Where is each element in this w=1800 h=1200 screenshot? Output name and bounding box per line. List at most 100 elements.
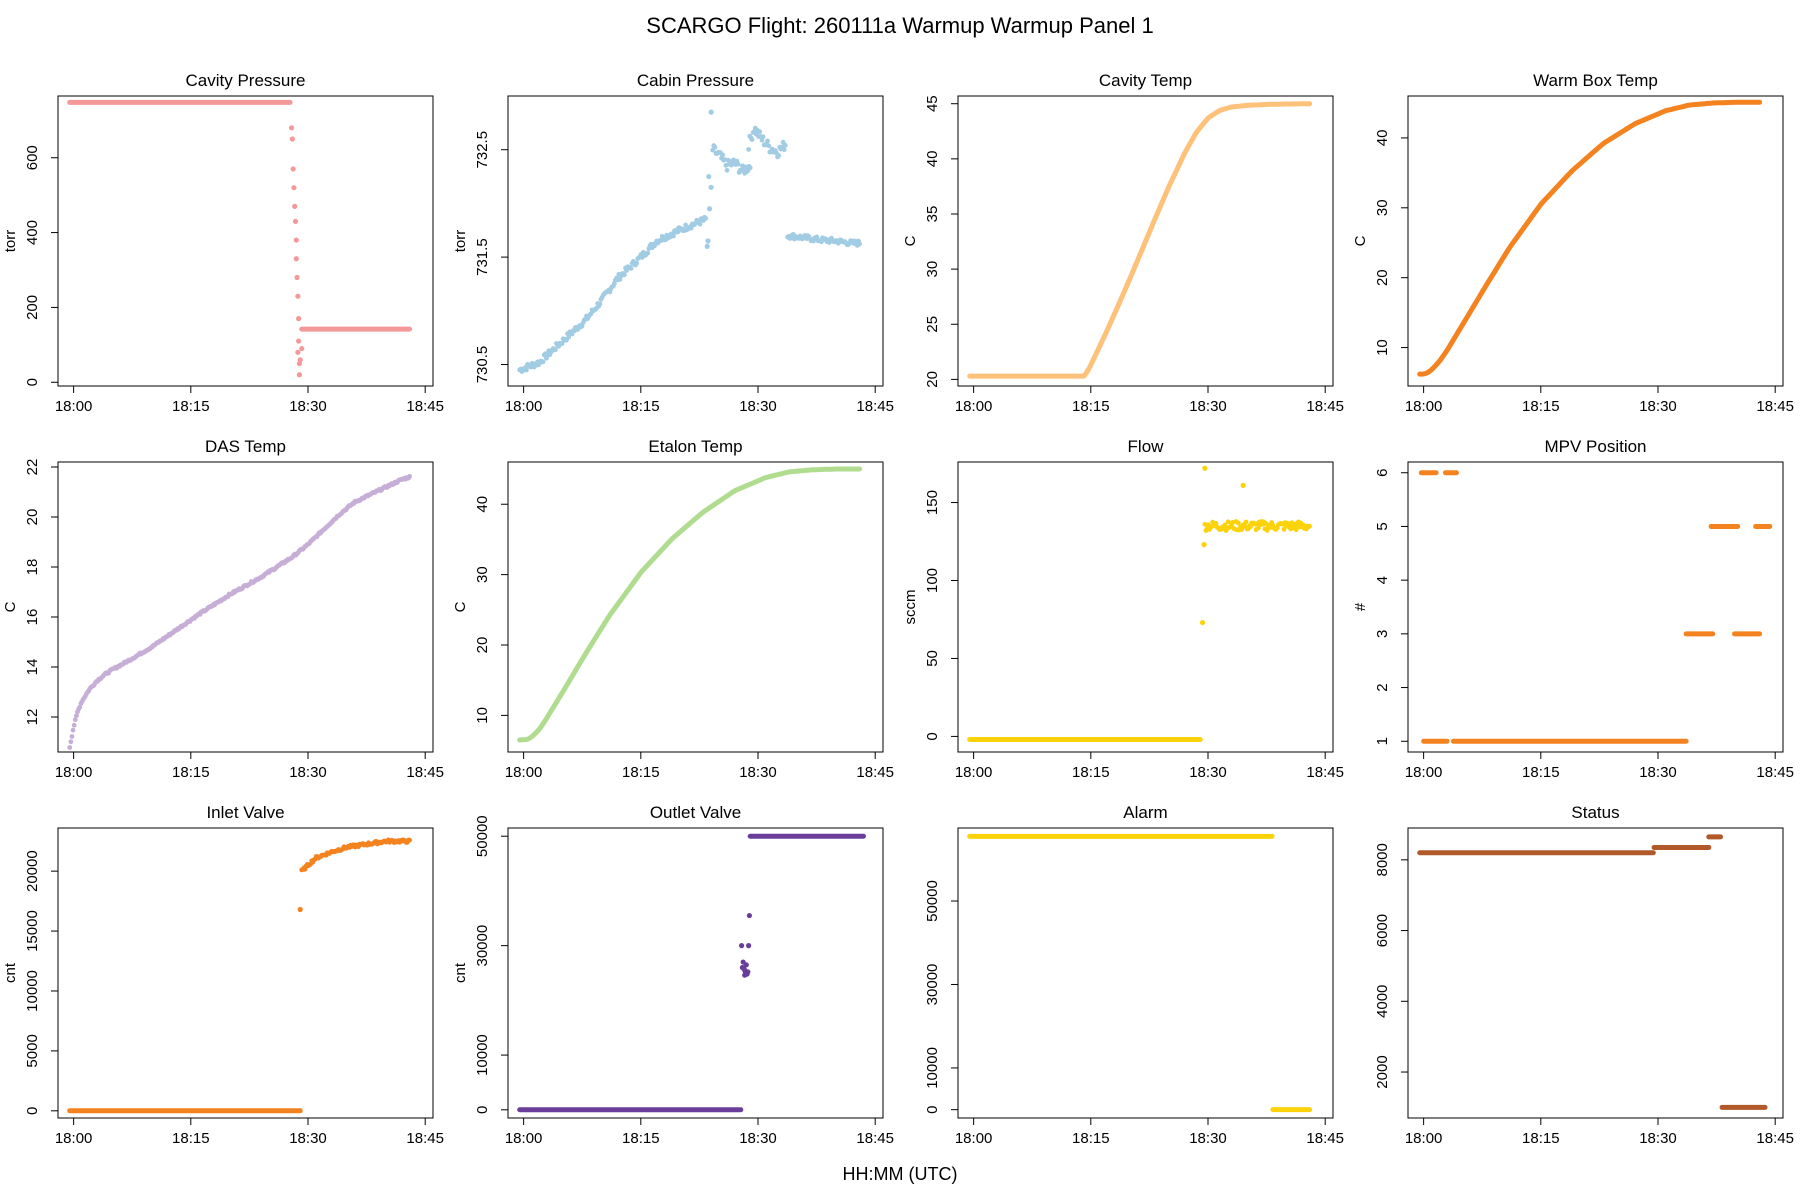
data-point	[67, 745, 73, 750]
data-point	[1255, 525, 1261, 531]
data-point	[735, 161, 741, 167]
y-tick-label: 8000	[1374, 843, 1391, 876]
y-tick-label: 150	[924, 490, 941, 515]
data-point	[747, 165, 753, 171]
x-tick-label: 18:30	[1639, 1130, 1677, 1147]
data-point	[296, 338, 302, 344]
data-point	[703, 215, 709, 221]
x-tick-label: 18:30	[1189, 398, 1227, 415]
x-tick-label: 18:45	[1306, 398, 1344, 415]
y-tick-label: 30	[924, 261, 941, 278]
data-point	[781, 147, 787, 153]
x-tick-label: 18:15	[1522, 1130, 1560, 1147]
data-point	[1239, 527, 1245, 532]
plot-frame	[57, 95, 434, 387]
x-tick-label: 18:45	[1306, 1130, 1344, 1147]
data-point	[738, 943, 745, 949]
data-point	[68, 739, 74, 745]
y-axis-label: C	[902, 235, 919, 246]
data-point	[1225, 519, 1231, 525]
data-point	[706, 206, 713, 212]
y-tick-label: 0	[24, 1107, 41, 1115]
plot-frame	[57, 827, 434, 1119]
y-tick-label: 45	[924, 95, 941, 112]
x-tick-label: 18:45	[1306, 764, 1344, 781]
x-tick-label: 18:00	[505, 764, 543, 781]
panel-title: Outlet Valve	[650, 803, 741, 822]
x-tick-label: 18:45	[856, 1130, 894, 1147]
y-tick-label: 50000	[924, 880, 941, 922]
y-axis-label: C	[2, 601, 19, 612]
data-point	[293, 237, 299, 243]
x-tick-label: 18:00	[505, 398, 543, 415]
data-point	[566, 334, 572, 340]
x-tick-label: 18:00	[1405, 398, 1443, 415]
y-tick-label: 40	[474, 496, 491, 513]
x-tick-label: 18:15	[622, 398, 660, 415]
y-tick-label: 20	[924, 371, 941, 388]
y-tick-label: 4	[1374, 576, 1391, 584]
panel-title: DAS Temp	[205, 437, 286, 456]
data-point	[1307, 523, 1312, 529]
panel-title: Cavity Temp	[1099, 71, 1192, 90]
y-axis-label: torr	[452, 230, 469, 253]
panel-2: Cabin Pressure torr 18:00 18:15 18:30 18:45 73…	[452, 71, 894, 415]
y-tick-label: 20	[1374, 269, 1391, 286]
x-tick-label: 18:15	[1522, 398, 1560, 415]
y-tick-label: 40	[924, 151, 941, 168]
panel-7: Flow sccm 18:00 18:15 18:30 18:45 0 50 100 150	[902, 437, 1344, 781]
panel-title: Status	[1571, 803, 1619, 822]
figure-title: SCARGO Flight: 260111a Warmup Warmup Pan…	[646, 13, 1153, 38]
plot-frame	[957, 95, 1334, 387]
x-tick-label: 18:45	[1756, 1130, 1794, 1147]
y-tick-label: 22	[24, 459, 41, 476]
x-tick-label: 18:00	[55, 398, 93, 415]
y-tick-label: 600	[24, 145, 41, 170]
y-axis-label: #	[1352, 602, 1369, 611]
x-tick-label: 18:30	[739, 1130, 777, 1147]
y-tick-label: 16	[24, 609, 41, 626]
y-tick-label: 12	[24, 709, 41, 726]
x-tick-label: 18:00	[955, 764, 993, 781]
x-tick-label: 18:45	[1756, 764, 1794, 781]
x-tick-label: 18:45	[856, 764, 894, 781]
panel-3: Cavity Temp C 18:00 18:15 18:30 18:45 20 25 30 35…	[902, 71, 1344, 415]
plot-frame	[957, 827, 1334, 1119]
data-point	[720, 152, 726, 158]
y-tick-label: 732.5	[474, 131, 491, 169]
data-point	[697, 221, 703, 227]
x-tick-label: 18:15	[172, 398, 210, 415]
data-point	[74, 713, 79, 719]
y-tick-label: 4000	[1374, 985, 1391, 1018]
data-point	[743, 962, 749, 968]
x-tick-label: 18:30	[289, 398, 327, 415]
data-point	[746, 912, 753, 919]
figure-xlabel: HH:MM (UTC)	[843, 1164, 958, 1184]
y-tick-label: 730.5	[474, 346, 491, 384]
data-point	[407, 473, 412, 479]
data-point	[1201, 542, 1207, 548]
data-point	[704, 243, 710, 249]
y-tick-label: 100	[924, 568, 941, 593]
panel-title: Flow	[1128, 437, 1165, 456]
x-tick-label: 18:30	[1189, 764, 1227, 781]
panel-4: Warm Box Temp C 18:00 18:15 18:30 18:45 10 20 30…	[1352, 71, 1794, 415]
data-point	[757, 129, 763, 135]
data-point	[708, 184, 714, 190]
data-point	[296, 316, 302, 322]
plot-frame	[57, 461, 434, 753]
data-point	[523, 367, 529, 373]
data-point	[295, 349, 301, 355]
data-point	[407, 837, 412, 843]
y-tick-label: 5000	[24, 1034, 41, 1067]
data-point	[670, 233, 676, 239]
y-tick-label: 15000	[24, 910, 41, 952]
data-point	[77, 704, 83, 710]
data-point	[71, 722, 77, 728]
data-point	[746, 147, 752, 152]
x-tick-label: 18:15	[622, 1130, 660, 1147]
y-tick-label: 30000	[474, 925, 491, 967]
data-point	[776, 153, 782, 158]
x-tick-label: 18:30	[289, 764, 327, 781]
y-tick-label: 0	[924, 1105, 941, 1113]
